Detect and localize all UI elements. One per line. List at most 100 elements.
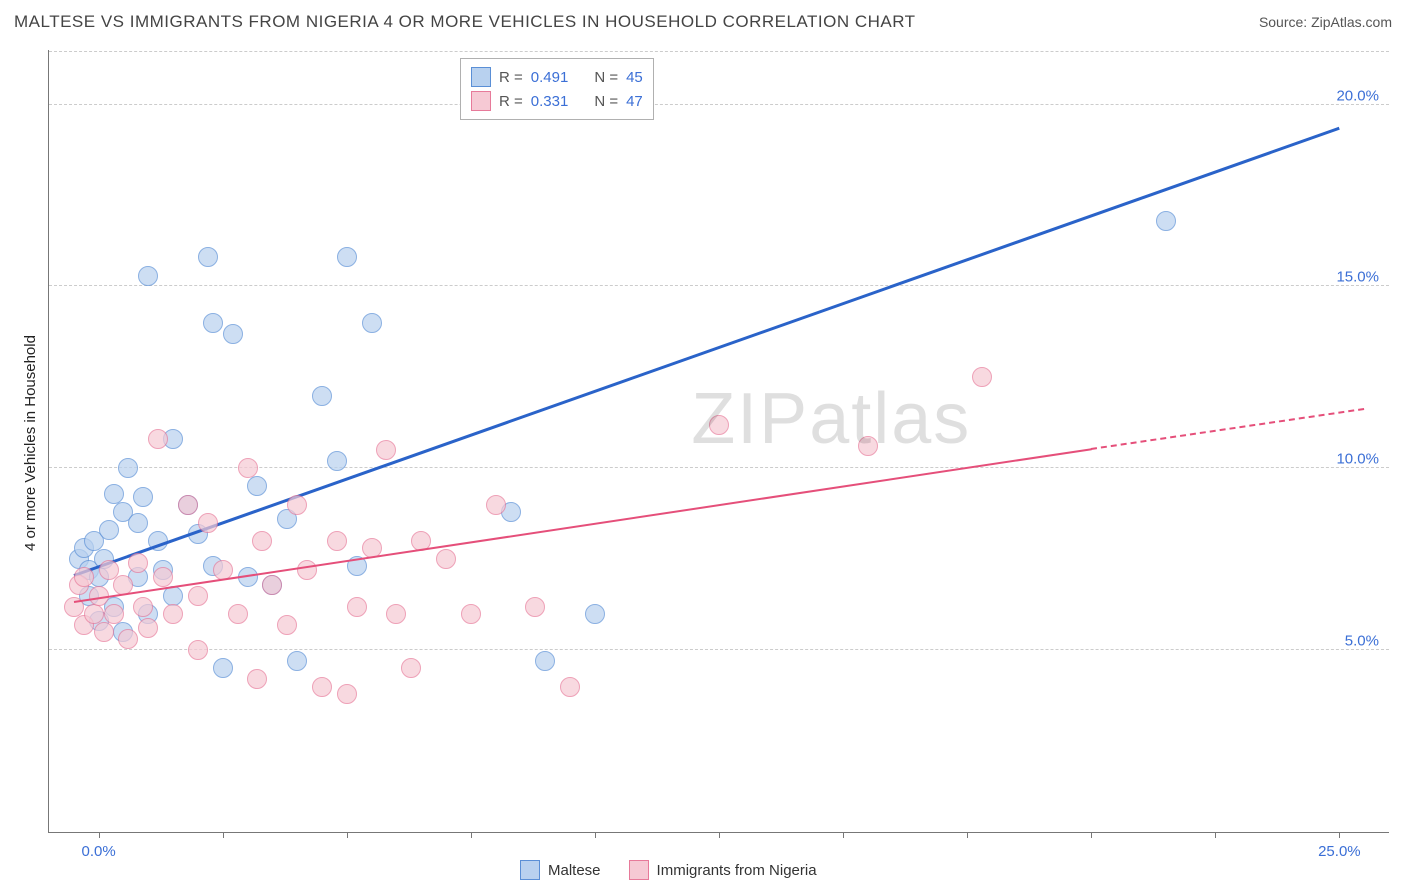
data-point [461,604,481,624]
data-point [247,476,267,496]
data-point [118,629,138,649]
correlation-legend: R = 0.491 N = 45 R = 0.331 N = 47 [460,58,654,120]
data-point [213,658,233,678]
data-point [858,436,878,456]
data-point [203,313,223,333]
x-tick-mark [471,832,472,838]
x-tick-mark [967,832,968,838]
legend-swatch [629,860,649,880]
data-point [104,484,124,504]
r-value: 0.331 [531,93,569,110]
data-point [312,677,332,697]
y-tick-label: 20.0% [1336,87,1379,104]
data-point [386,604,406,624]
legend-item: Immigrants from Nigeria [629,860,817,880]
data-point [198,247,218,267]
data-point [188,586,208,606]
n-label: N = [594,69,618,86]
r-label: R = [499,69,523,86]
data-point [525,597,545,617]
y-tick-label: 10.0% [1336,451,1379,468]
series-legend: Maltese Immigrants from Nigeria [520,860,817,880]
chart-title: MALTESE VS IMMIGRANTS FROM NIGERIA 4 OR … [14,12,916,32]
data-point [153,567,173,587]
legend-swatch [520,860,540,880]
data-point [585,604,605,624]
data-point [262,575,282,595]
y-axis-label: 4 or more Vehicles in Household [22,335,39,551]
data-point [709,415,729,435]
data-point [138,266,158,286]
x-tick-mark [595,832,596,838]
plot-area: 5.0%10.0%15.0%20.0%0.0%25.0% [48,50,1389,833]
legend-swatch [471,67,491,87]
data-point [163,604,183,624]
gridline [49,51,1389,52]
data-point [337,684,357,704]
data-point [238,458,258,478]
data-point [972,367,992,387]
data-point [74,567,94,587]
data-point [277,615,297,635]
data-point [99,520,119,540]
x-tick-mark [99,832,100,838]
regression-line [73,127,1340,577]
gridline [49,104,1389,105]
data-point [252,531,272,551]
data-point [327,531,347,551]
regression-line [74,448,1092,603]
data-point [178,495,198,515]
chart-header: MALTESE VS IMMIGRANTS FROM NIGERIA 4 OR … [14,12,1392,32]
data-point [84,604,104,624]
data-point [337,247,357,267]
data-point [133,597,153,617]
y-tick-label: 15.0% [1336,269,1379,286]
series-name: Maltese [548,862,601,879]
chart-source: Source: ZipAtlas.com [1259,14,1392,30]
data-point [198,513,218,533]
data-point [94,622,114,642]
data-point [1156,211,1176,231]
data-point [486,495,506,515]
x-tick-mark [1339,832,1340,838]
legend-item: Maltese [520,860,601,880]
legend-row: R = 0.331 N = 47 [471,89,643,113]
data-point [118,458,138,478]
r-value: 0.491 [531,69,569,86]
data-point [138,618,158,638]
data-point [128,513,148,533]
n-value: 45 [626,69,643,86]
data-point [228,604,248,624]
x-tick-mark [1091,832,1092,838]
data-point [362,313,382,333]
gridline [49,649,1389,650]
legend-swatch [471,91,491,111]
y-tick-label: 5.0% [1345,633,1379,650]
x-tick-mark [347,832,348,838]
x-tick-mark [223,832,224,838]
data-point [247,669,267,689]
data-point [560,677,580,697]
data-point [133,487,153,507]
n-label: N = [594,93,618,110]
data-point [327,451,347,471]
x-tick-label: 0.0% [82,843,116,860]
x-tick-mark [1215,832,1216,838]
r-label: R = [499,93,523,110]
data-point [148,429,168,449]
data-point [287,651,307,671]
x-tick-mark [719,832,720,838]
data-point [223,324,243,344]
data-point [287,495,307,515]
legend-row: R = 0.491 N = 45 [471,65,643,89]
x-tick-label: 25.0% [1318,843,1361,860]
n-value: 47 [626,93,643,110]
data-point [436,549,456,569]
regression-line [1091,408,1364,450]
data-point [188,640,208,660]
x-tick-mark [843,832,844,838]
series-name: Immigrants from Nigeria [657,862,817,879]
data-point [401,658,421,678]
gridline [49,285,1389,286]
data-point [312,386,332,406]
